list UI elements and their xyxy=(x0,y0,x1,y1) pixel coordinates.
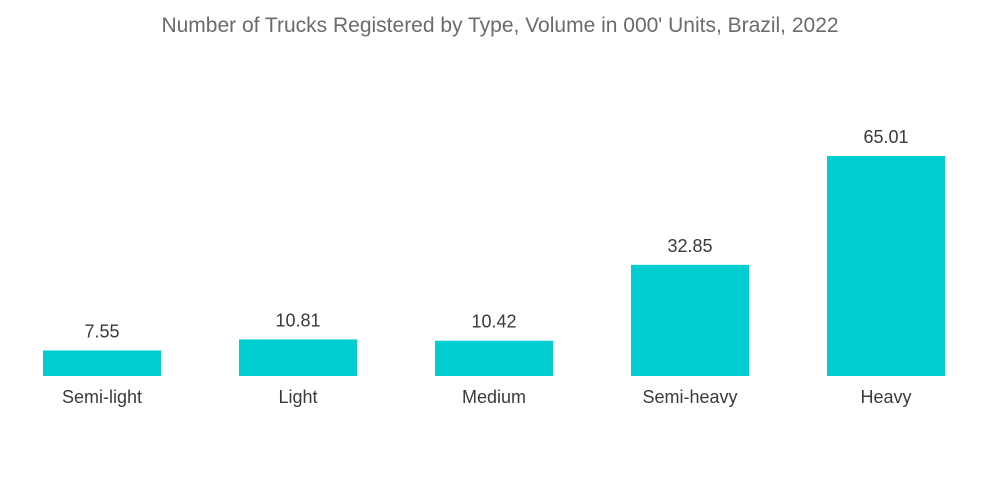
data-label-medium: 10.42 xyxy=(471,312,516,332)
bar-medium xyxy=(435,340,553,376)
chart-title: Number of Trucks Registered by Type, Vol… xyxy=(161,14,839,37)
x-tick-label-semi-light: Semi-light xyxy=(62,387,142,407)
bar-semi-heavy xyxy=(631,264,749,376)
x-tick-label-light: Light xyxy=(278,387,317,407)
x-tick-label-medium: Medium xyxy=(462,387,526,407)
bar-semi-light xyxy=(43,350,161,376)
data-label-semi-light: 7.55 xyxy=(84,321,119,341)
x-tick-label-semi-heavy: Semi-heavy xyxy=(642,387,737,407)
bar-heavy xyxy=(827,156,945,376)
x-tick-label-heavy: Heavy xyxy=(860,387,911,407)
bar-light xyxy=(239,339,357,376)
data-label-semi-heavy: 32.85 xyxy=(667,236,712,256)
data-label-heavy: 65.01 xyxy=(863,127,908,147)
data-label-light: 10.81 xyxy=(275,310,320,330)
